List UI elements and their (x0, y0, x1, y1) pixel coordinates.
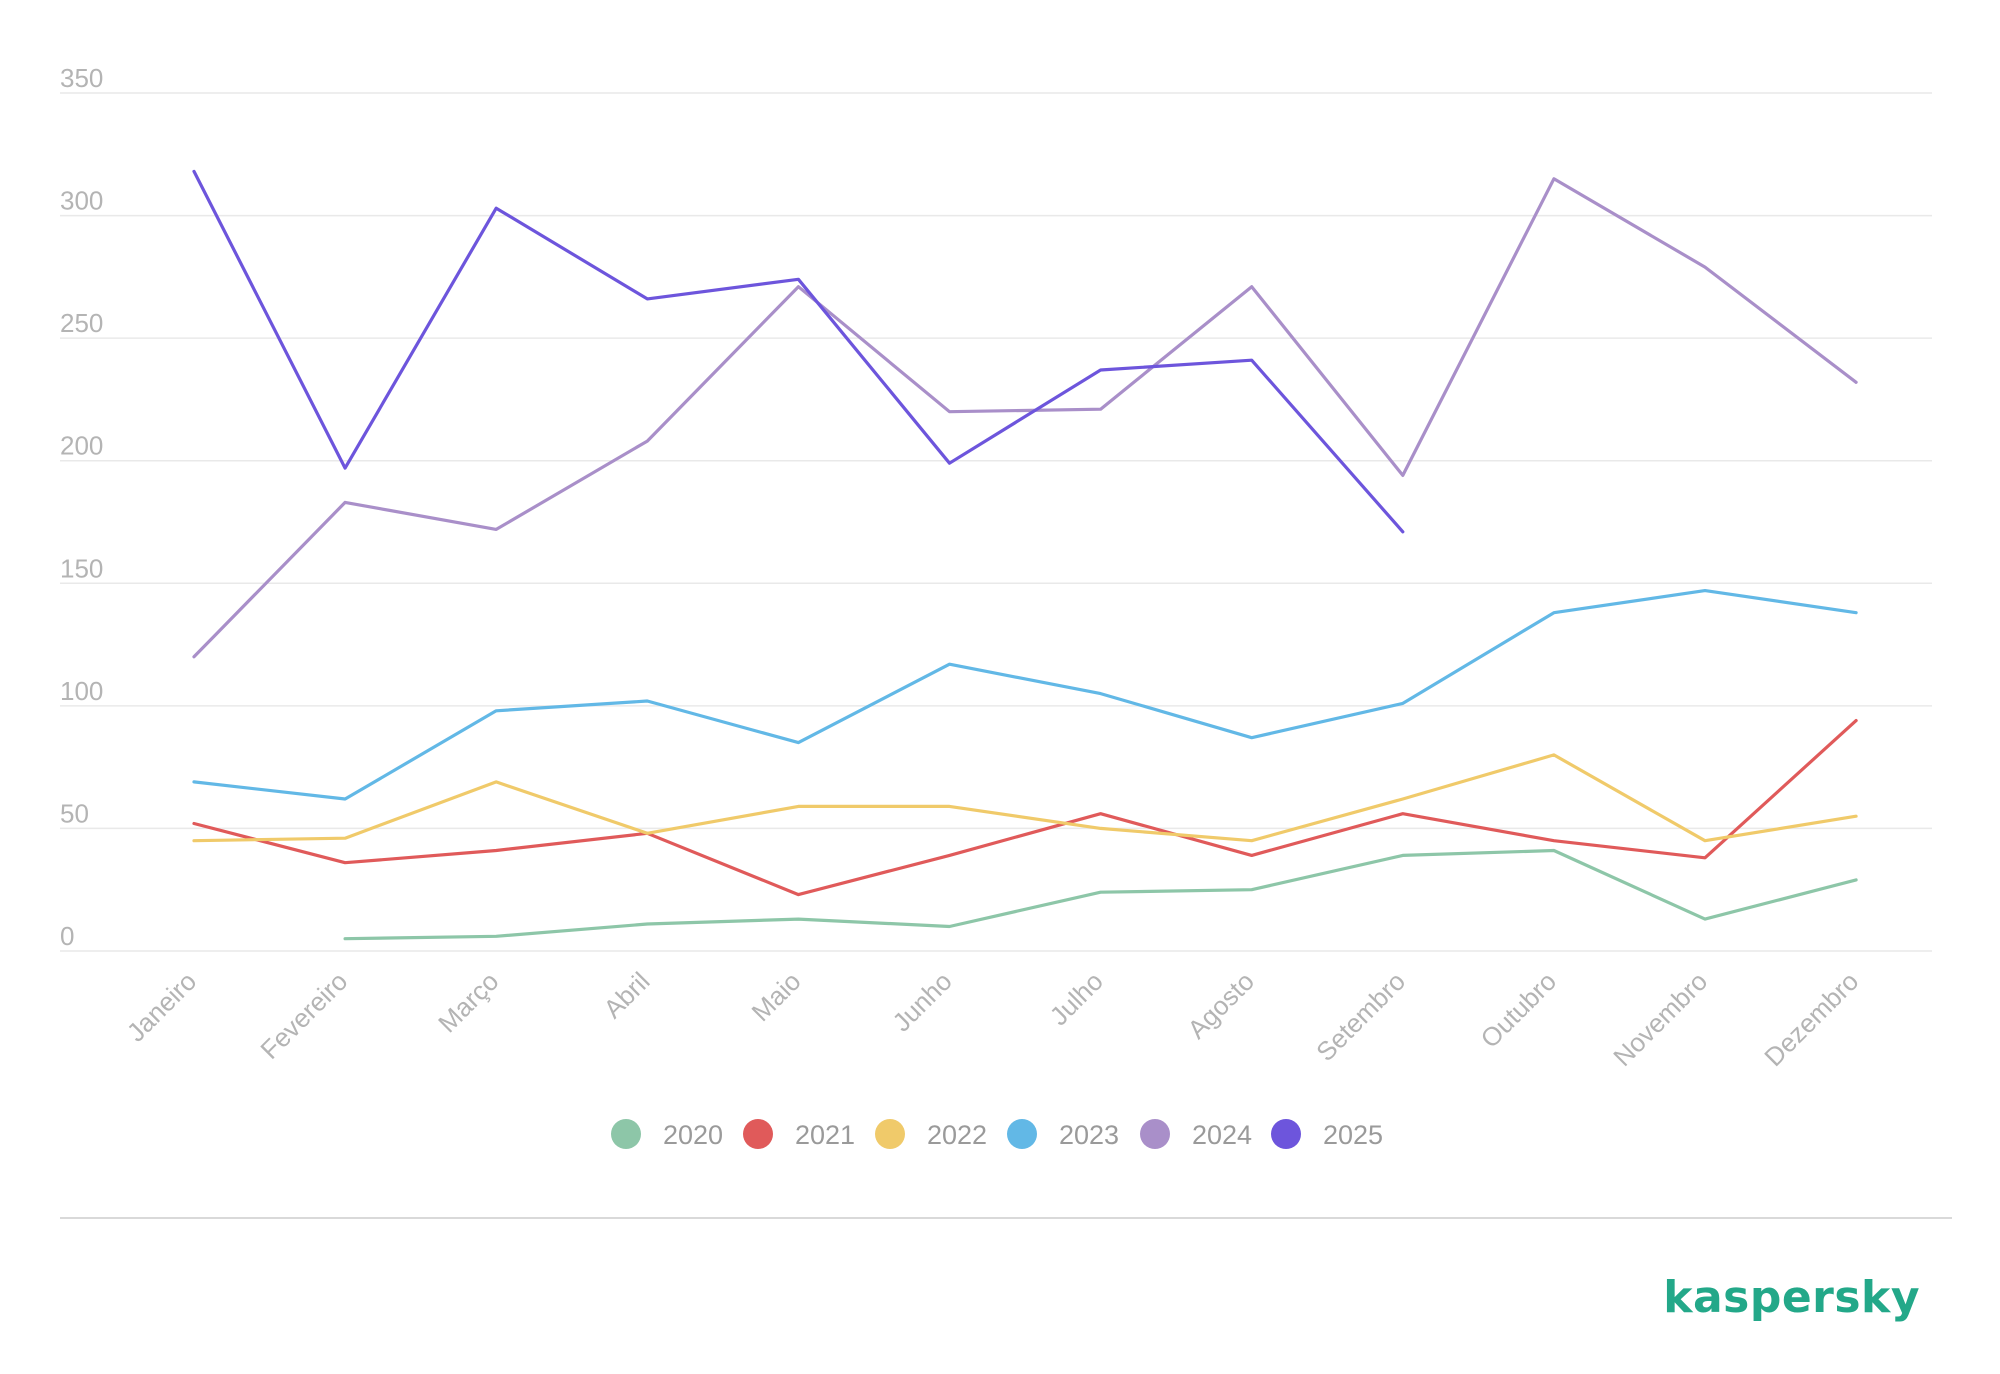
legend-label-2023: 2023 (1059, 1120, 1119, 1150)
legend-marker-2024 (1140, 1119, 1170, 1149)
y-tick-label: 150 (60, 553, 103, 583)
legend-label-2025: 2025 (1323, 1120, 1383, 1150)
x-tick-label: Junho (886, 966, 957, 1037)
y-tick-label: 250 (60, 308, 103, 338)
legend-label-2024: 2024 (1192, 1120, 1252, 1150)
kaspersky-logo: kaspersky (1663, 1272, 1920, 1323)
y-tick-label: 0 (60, 921, 74, 951)
series-line-2023 (192, 588, 1858, 801)
legend-marker-2021 (743, 1119, 773, 1149)
y-tick-label: 100 (60, 676, 103, 706)
y-tick-label: 300 (60, 186, 103, 216)
series-line-2025 (192, 169, 1405, 534)
legend-label-2022: 2022 (927, 1120, 987, 1150)
y-tick-label: 350 (60, 63, 103, 93)
y-tick-label: 50 (60, 798, 89, 828)
gridlines (60, 92, 1932, 952)
x-axis: Janeiro Fevereiro Março Abril Maio Junho Julho… (121, 966, 1865, 1072)
y-axis: 0 50 100 150 200 250 300 350 (60, 63, 103, 951)
series-line-2020 (343, 848, 1858, 941)
legend-marker-2023 (1007, 1119, 1037, 1149)
series-line-2022 (192, 753, 1858, 843)
series-lines (192, 169, 1858, 941)
x-tick-label: Setembro (1310, 966, 1411, 1067)
y-tick-label: 200 (60, 431, 103, 461)
x-tick-label: Agosto (1181, 966, 1259, 1044)
x-tick-label: Março (432, 966, 504, 1038)
x-tick-label: Maio (746, 966, 807, 1027)
x-tick-label: Janeiro (121, 966, 203, 1048)
x-tick-label: Outubro (1474, 966, 1562, 1054)
x-tick-label: Abril (598, 966, 656, 1024)
x-tick-label: Dezembro (1758, 966, 1864, 1072)
legend-label-2020: 2020 (663, 1120, 723, 1150)
x-tick-label: Julho (1044, 966, 1109, 1031)
series-line-2021 (192, 718, 1858, 897)
legend-marker-2025 (1271, 1119, 1301, 1149)
legend: 2020 2021 2022 2023 2024 2025 (611, 1119, 1383, 1150)
x-tick-label: Fevereiro (254, 966, 353, 1065)
legend-marker-2022 (875, 1119, 905, 1149)
legend-marker-2020 (611, 1119, 641, 1149)
legend-label-2021: 2021 (795, 1120, 855, 1150)
x-tick-label: Novembro (1607, 966, 1713, 1072)
series-line-2024 (192, 177, 1858, 659)
